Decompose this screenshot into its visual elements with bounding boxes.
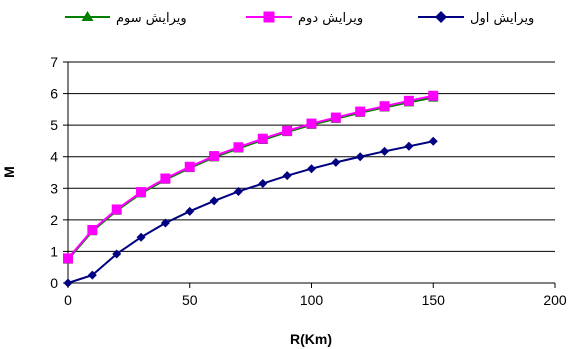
x-axis-title: R(Km) bbox=[290, 331, 332, 347]
data-point-square bbox=[330, 112, 341, 123]
legend: ویرایش سوم ویرایش دوم ویرایش اول bbox=[65, 11, 534, 26]
data-point-square bbox=[355, 106, 366, 117]
data-point-diamond bbox=[185, 206, 195, 216]
data-point-diamond bbox=[282, 171, 292, 181]
data-point-diamond bbox=[307, 164, 316, 174]
data-point-diamond bbox=[380, 146, 390, 156]
data-point-diamond bbox=[404, 141, 414, 151]
data-point-diamond bbox=[331, 157, 341, 167]
legend-diamond-marker bbox=[435, 11, 447, 23]
y-tick-label: 2 bbox=[50, 212, 58, 228]
y-tick-label: 1 bbox=[50, 243, 58, 259]
y-tick-labels: 0 1 2 3 4 5 6 7 bbox=[50, 54, 58, 291]
data-point-diamond bbox=[87, 270, 97, 280]
x-tick-label: 100 bbox=[300, 292, 324, 308]
legend-triangle-marker bbox=[81, 11, 94, 21]
gridlines bbox=[68, 61, 555, 252]
data-point-diamond bbox=[63, 278, 73, 288]
legend-label-series-1: ویرایش اول bbox=[470, 11, 534, 26]
data-point-square bbox=[209, 151, 220, 162]
data-point-square bbox=[111, 204, 122, 215]
x-tick-label: 200 bbox=[543, 292, 567, 308]
x-tick-label: 50 bbox=[182, 292, 198, 308]
series-line-3 bbox=[67, 96, 434, 261]
data-point-diamond bbox=[209, 196, 219, 206]
y-axis-title: M bbox=[1, 166, 17, 178]
x-tick-labels: 0 50 100 150 200 bbox=[64, 292, 567, 308]
series-line-1 bbox=[67, 140, 434, 284]
data-point-square bbox=[160, 173, 171, 184]
data-point-square bbox=[257, 133, 268, 144]
data-point-square bbox=[233, 142, 244, 153]
data-point-square bbox=[136, 187, 147, 198]
legend-label-series-3: ویرایش سوم bbox=[116, 11, 187, 26]
data-point-diamond bbox=[233, 186, 243, 196]
data-point-square bbox=[87, 224, 98, 235]
data-point-diamond bbox=[428, 136, 438, 146]
data-point-square bbox=[403, 95, 414, 106]
x-tick-label: 150 bbox=[422, 292, 446, 308]
y-tick-label: 6 bbox=[50, 86, 58, 102]
data-point-diamond bbox=[355, 152, 365, 162]
data-point-square bbox=[184, 161, 195, 172]
data-point-square bbox=[63, 253, 73, 264]
data-point-square bbox=[306, 118, 317, 129]
axes bbox=[63, 61, 556, 288]
legend-label-series-2: ویرایش دوم bbox=[298, 11, 363, 26]
legend-item-series-3: ویرایش سوم bbox=[65, 11, 187, 26]
data-point-diamond bbox=[112, 249, 122, 259]
data-point-square bbox=[282, 125, 293, 136]
data-point-diamond bbox=[258, 179, 268, 189]
series-group bbox=[63, 90, 439, 288]
y-tick-label: 7 bbox=[50, 54, 58, 70]
y-tick-label: 0 bbox=[50, 275, 58, 291]
y-tick-label: 3 bbox=[50, 180, 58, 196]
legend-square-marker bbox=[263, 11, 275, 23]
x-tick-label: 0 bbox=[64, 292, 72, 308]
series-line-2 bbox=[67, 94, 434, 260]
y-tick-label: 5 bbox=[50, 117, 58, 133]
legend-item-series-2: ویرایش دوم bbox=[246, 11, 363, 26]
data-point-square bbox=[379, 101, 390, 112]
legend-item-series-1: ویرایش اول bbox=[418, 11, 534, 26]
data-point-diamond bbox=[160, 218, 170, 228]
data-point-diamond bbox=[136, 232, 146, 242]
data-point-square bbox=[428, 90, 439, 101]
y-tick-label: 4 bbox=[50, 149, 58, 165]
